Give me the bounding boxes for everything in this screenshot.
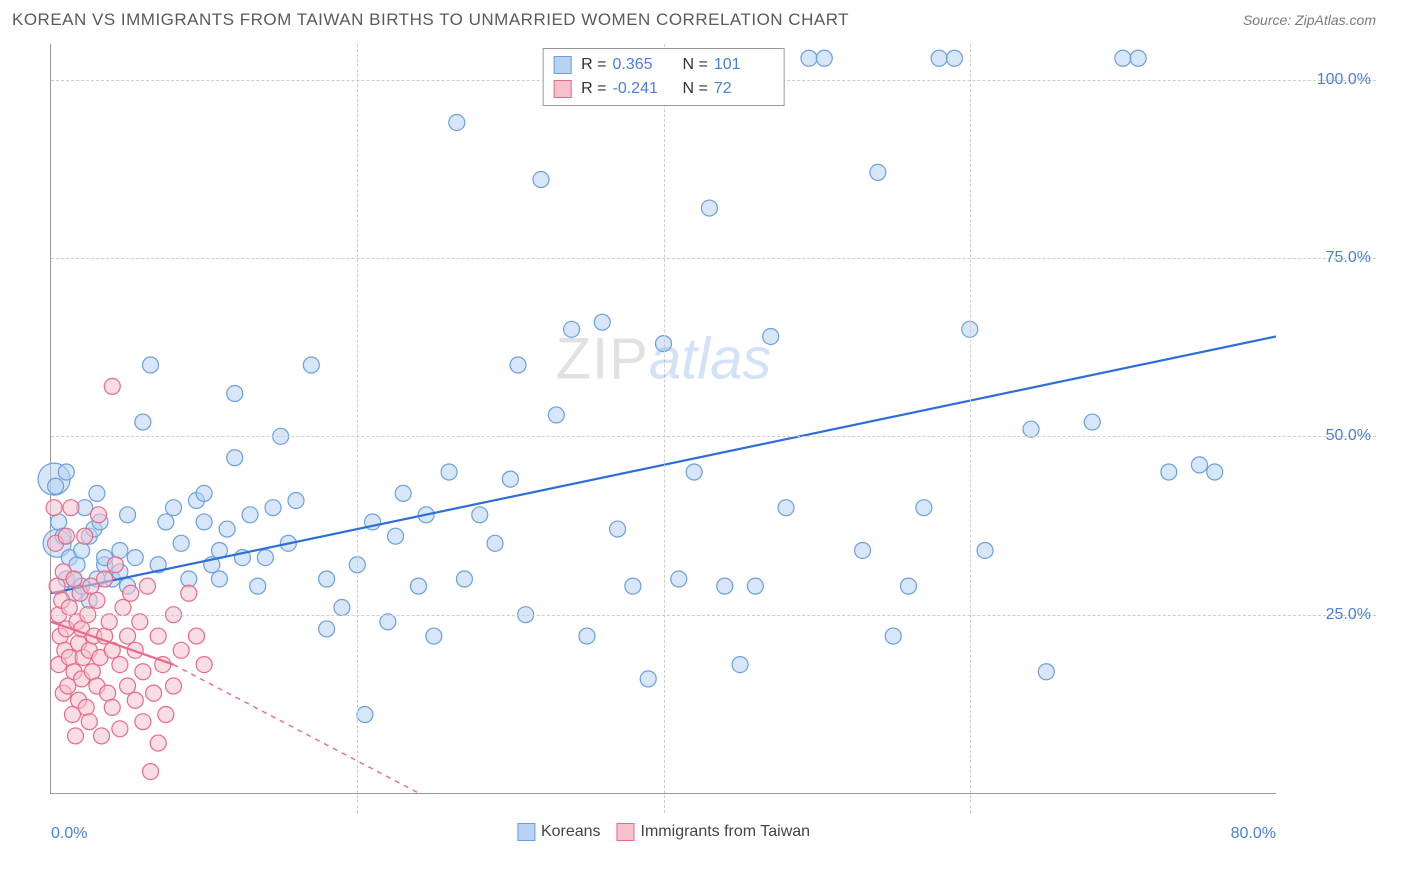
legend-row-koreans: R = 0.365 N = 101: [553, 53, 774, 77]
r-value-koreans: 0.365: [613, 53, 673, 77]
legend-swatch-taiwan: [617, 823, 635, 841]
x-tick-label: 80.0%: [1231, 825, 1276, 843]
n-label: N =: [683, 53, 708, 77]
y-tick-label: 75.0%: [1326, 249, 1371, 267]
n-value-koreans: 101: [714, 53, 774, 77]
series-legend: Koreans Immigrants from Taiwan: [517, 823, 810, 841]
legend-item-taiwan: Immigrants from Taiwan: [617, 823, 811, 841]
legend-label-taiwan: Immigrants from Taiwan: [641, 823, 811, 841]
x-tick-label: 0.0%: [51, 825, 87, 843]
n-value-taiwan: 72: [714, 77, 774, 101]
y-tick-label: 100.0%: [1317, 71, 1371, 89]
legend-row-taiwan: R = -0.241 N = 72: [553, 77, 774, 101]
y-axis-label: Births to Unmarried Women: [0, 359, 3, 556]
swatch-koreans: [553, 56, 571, 74]
legend-swatch-koreans: [517, 823, 535, 841]
n-label: N =: [683, 77, 708, 101]
legend-item-koreans: Koreans: [517, 823, 601, 841]
source-attribution: Source: ZipAtlas.com: [1243, 12, 1376, 28]
gridline-horizontal: [51, 258, 1376, 259]
gridline-horizontal: [51, 615, 1376, 616]
y-tick-label: 50.0%: [1326, 427, 1371, 445]
r-label: R =: [581, 53, 606, 77]
gridline-horizontal: [51, 436, 1376, 437]
gridline-vertical: [357, 44, 358, 813]
r-value-taiwan: -0.241: [613, 77, 673, 101]
chart-container: Births to Unmarried Women ZIPatlas R = 0…: [12, 44, 1376, 854]
chart-header: KOREAN VS IMMIGRANTS FROM TAIWAN BIRTHS …: [0, 0, 1406, 36]
plot-area: ZIPatlas R = 0.365 N = 101 R = -0.241 N …: [50, 44, 1276, 794]
legend-label-koreans: Koreans: [541, 823, 601, 841]
chart-title: KOREAN VS IMMIGRANTS FROM TAIWAN BIRTHS …: [12, 10, 849, 30]
swatch-taiwan: [553, 80, 571, 98]
gridline-vertical: [970, 44, 971, 813]
r-label: R =: [581, 77, 606, 101]
y-tick-label: 25.0%: [1326, 606, 1371, 624]
correlation-legend: R = 0.365 N = 101 R = -0.241 N = 72: [542, 48, 785, 106]
gridline-vertical: [664, 44, 665, 813]
